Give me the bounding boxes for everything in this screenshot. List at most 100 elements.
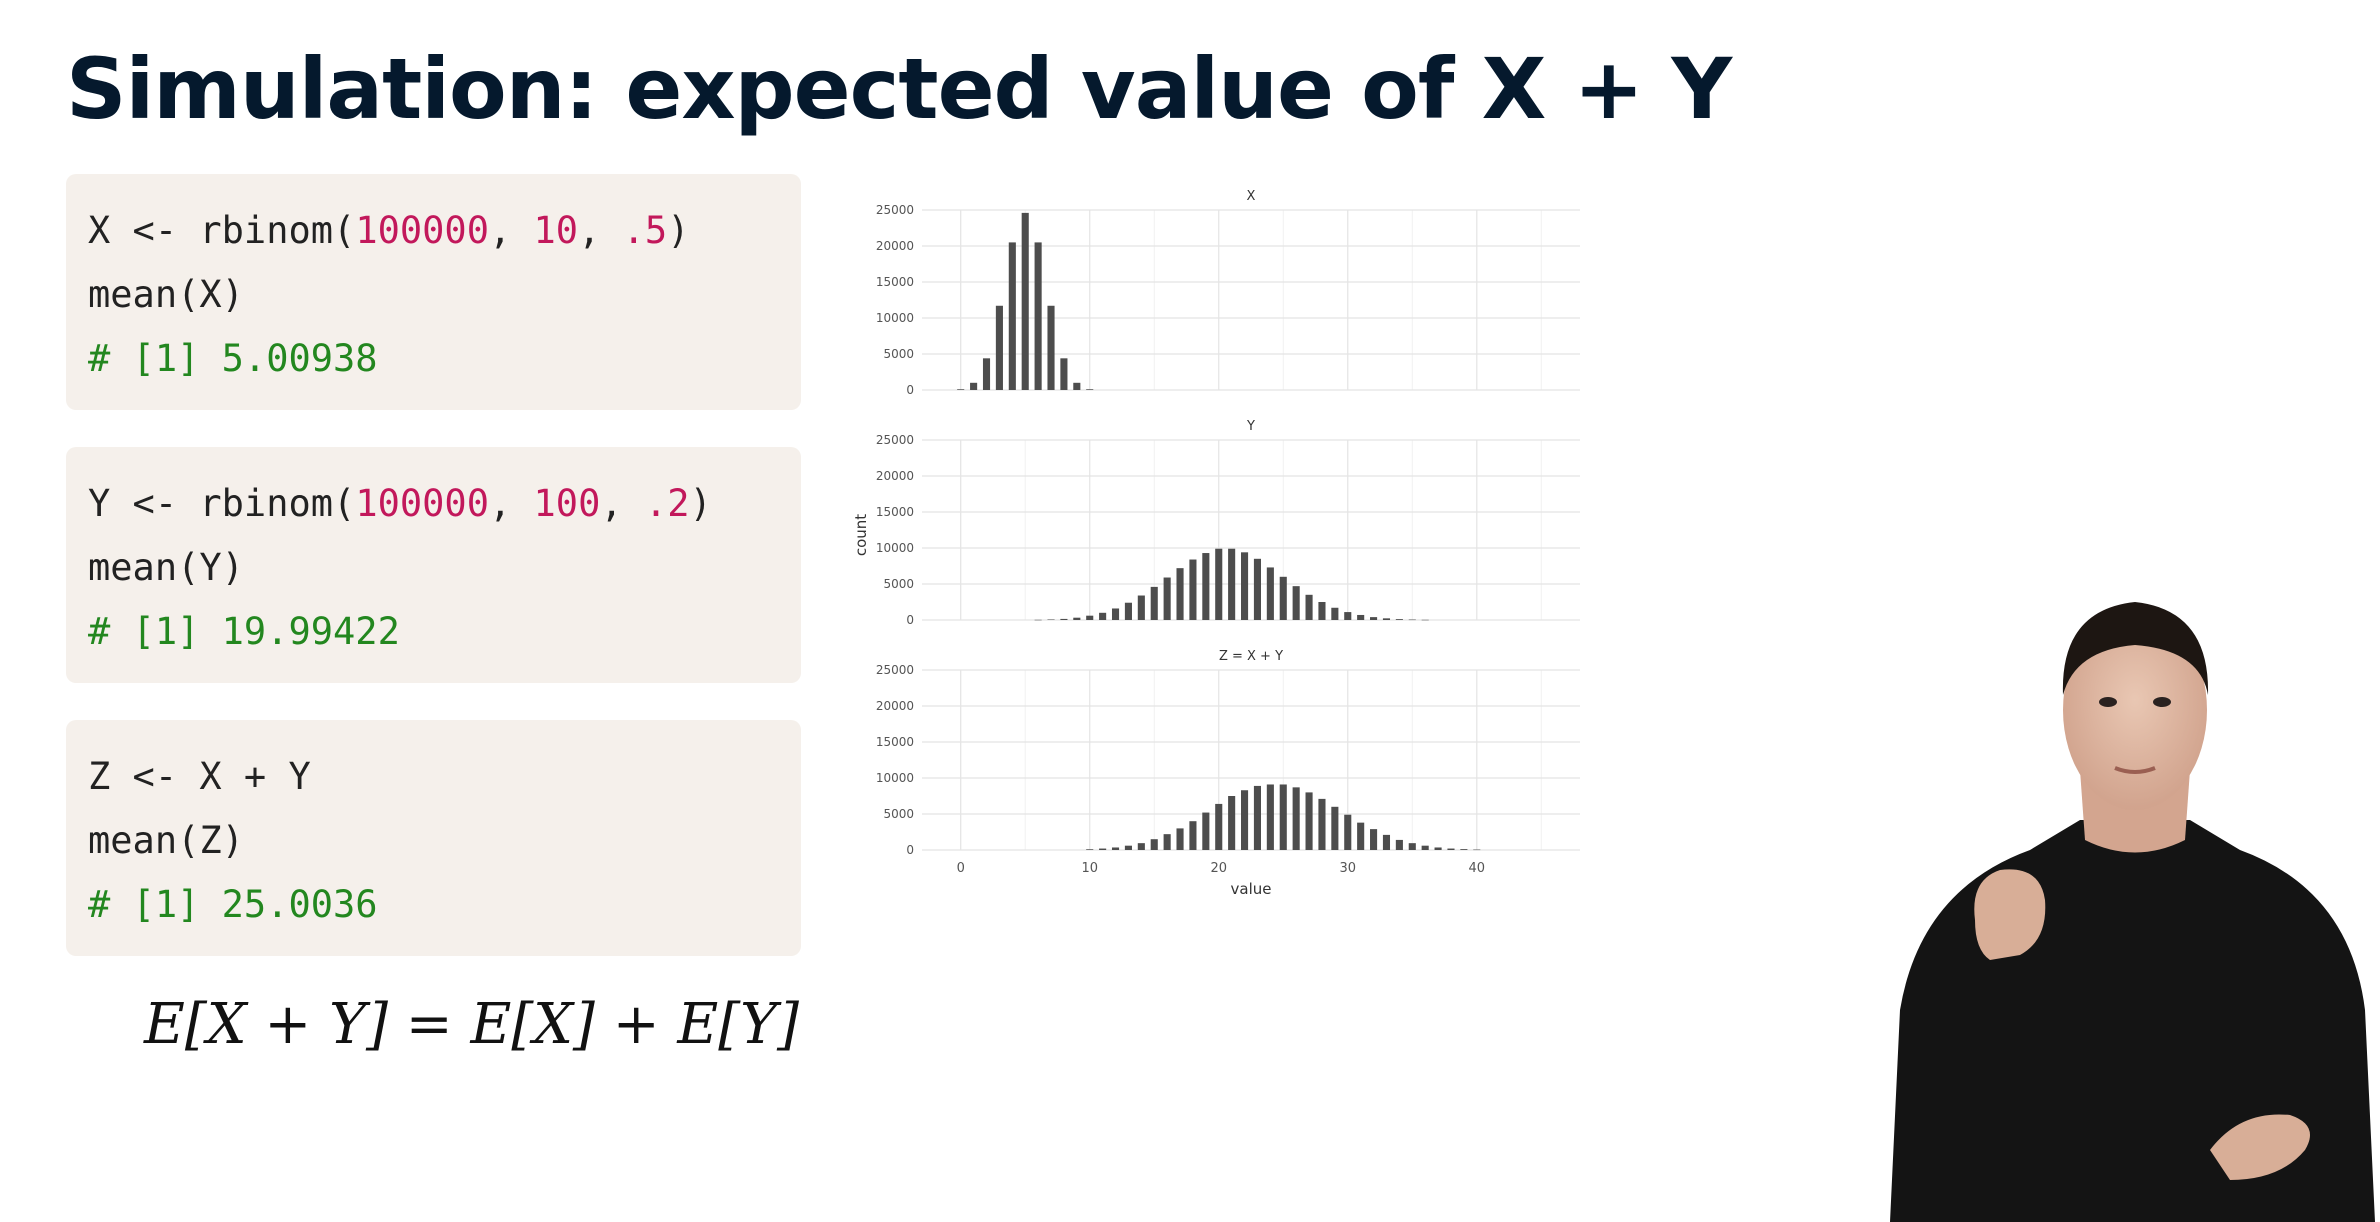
histogram-bar — [1370, 829, 1378, 850]
code-token: ) — [667, 209, 690, 252]
histogram-bar — [1408, 619, 1416, 621]
histogram-bar — [1357, 822, 1365, 850]
y-tick-label: 15000 — [876, 505, 914, 519]
code-line: mean(X) — [88, 263, 779, 327]
y-tick-label: 25000 — [876, 663, 914, 677]
histogram-bar — [1382, 618, 1391, 620]
code-line: # [1] 19.99422 — [88, 600, 779, 664]
histogram-bar — [1473, 849, 1481, 851]
y-tick-label: 10000 — [876, 771, 914, 785]
y-tick-label: 20000 — [876, 469, 914, 483]
code-block-y: Y <- rbinom(100000, 100, .2) mean(Y) # [… — [66, 447, 801, 683]
histogram-bar — [1073, 382, 1081, 390]
histogram-chart: X 0 5000 10000 15000 20000 25000 Y 0 5000 10000 150… — [852, 189, 1580, 898]
histogram-bar — [1395, 839, 1403, 850]
histogram-bar — [1099, 848, 1107, 850]
panel-title: X — [1247, 189, 1256, 204]
histogram-bar — [982, 358, 991, 390]
histogram-bar — [995, 305, 1003, 390]
histogram-bar — [1176, 568, 1184, 620]
y-tick-label: 5000 — [883, 577, 914, 591]
code-token: .2 — [644, 482, 690, 525]
y-tick-label: 5000 — [883, 807, 914, 821]
histogram-bar — [1086, 849, 1094, 850]
histogram-bar — [1460, 849, 1468, 850]
x-tick-label: 30 — [1339, 861, 1356, 876]
y-tick-label: 0 — [906, 613, 914, 627]
histogram-bar — [1279, 784, 1287, 850]
histogram-bar — [1408, 843, 1416, 850]
histogram-bar — [1241, 790, 1249, 850]
histogram-bar — [1370, 617, 1378, 620]
histogram-bar — [1086, 389, 1094, 390]
histogram-bar — [1111, 608, 1120, 620]
code-token: mean(X) — [88, 273, 244, 316]
y-tick-label: 10000 — [876, 541, 914, 555]
histogram-bar — [1228, 796, 1236, 850]
histogram-bar — [1253, 558, 1261, 620]
histogram-bar — [1279, 576, 1287, 620]
code-line: Z <- X + Y — [88, 745, 779, 809]
y-tick-label: 10000 — [876, 311, 914, 325]
code-block-z: Z <- X + Y mean(Z) # [1] 25.0036 — [66, 720, 801, 956]
histogram-bar — [1253, 785, 1261, 850]
expectation-formula: E[X + Y] = E[X] + E[Y] — [144, 992, 799, 1057]
code-token: 100 — [533, 482, 601, 525]
histogram-bar — [1111, 847, 1120, 850]
panel-title: Z = X + Y — [1219, 649, 1283, 664]
panel-title: Y — [1246, 419, 1255, 434]
histogram-bar — [1150, 839, 1158, 850]
histogram-bar — [1086, 615, 1094, 620]
histogram-bar — [1137, 843, 1145, 850]
histogram-bar — [1331, 607, 1339, 620]
histogram-bar — [1318, 602, 1326, 620]
code-line: # [1] 5.00938 — [88, 327, 779, 391]
x-tick-label: 0 — [957, 861, 965, 876]
x-axis-label: value — [1231, 880, 1272, 898]
code-token: Z <- X + Y — [88, 755, 311, 798]
code-token: X <- rbinom( — [88, 209, 356, 252]
code-token: .5 — [622, 209, 668, 252]
code-token: 100000 — [355, 482, 489, 525]
y-tick-label: 20000 — [876, 699, 914, 713]
histogram-bar — [1150, 586, 1158, 620]
histogram-bar — [1228, 548, 1236, 620]
code-token: # [1] 25.0036 — [88, 883, 378, 926]
code-line: mean(Y) — [88, 536, 779, 600]
code-token: Y <- rbinom( — [88, 482, 356, 525]
histogram-bar — [1395, 619, 1403, 620]
histogram-bar — [970, 382, 978, 390]
code-token: ) — [689, 482, 712, 525]
code-token: # [1] 5.00938 — [88, 337, 378, 380]
y-tick-label: 25000 — [876, 433, 914, 447]
y-tick-label: 15000 — [876, 275, 914, 289]
histogram-bar — [1137, 595, 1145, 620]
histogram-bar — [1124, 602, 1132, 620]
histogram-bar — [1447, 848, 1455, 850]
histogram-bar — [1163, 577, 1171, 620]
histogram-bar — [1124, 845, 1132, 850]
histogram-bar — [1421, 619, 1429, 621]
code-token: 100000 — [355, 209, 489, 252]
y-tick-label: 0 — [906, 383, 914, 397]
histogram-bar — [1241, 552, 1249, 620]
y-tick-label: 5000 — [883, 347, 914, 361]
code-block-x: X <- rbinom(100000, 10, .5) mean(X) # [1… — [66, 174, 801, 410]
histogram-bar — [1034, 619, 1042, 621]
code-line: # [1] 25.0036 — [88, 873, 779, 937]
histogram-bar — [1434, 847, 1442, 850]
histogram-bar — [1215, 803, 1223, 850]
y-axis-label: count — [852, 514, 870, 556]
histogram-bar — [1215, 548, 1223, 620]
histogram-bar — [1163, 834, 1171, 850]
histogram-bar — [1344, 814, 1352, 850]
y-tick-label: 0 — [906, 843, 914, 857]
y-tick-label: 25000 — [876, 203, 914, 217]
histogram-bar — [1176, 828, 1184, 850]
histogram-bar — [1060, 618, 1068, 620]
code-token: , — [488, 482, 534, 525]
code-token: mean(Z) — [88, 819, 244, 862]
histogram-bar — [1189, 821, 1197, 850]
histogram-bar — [1060, 358, 1068, 390]
x-tick-label: 10 — [1081, 861, 1098, 876]
